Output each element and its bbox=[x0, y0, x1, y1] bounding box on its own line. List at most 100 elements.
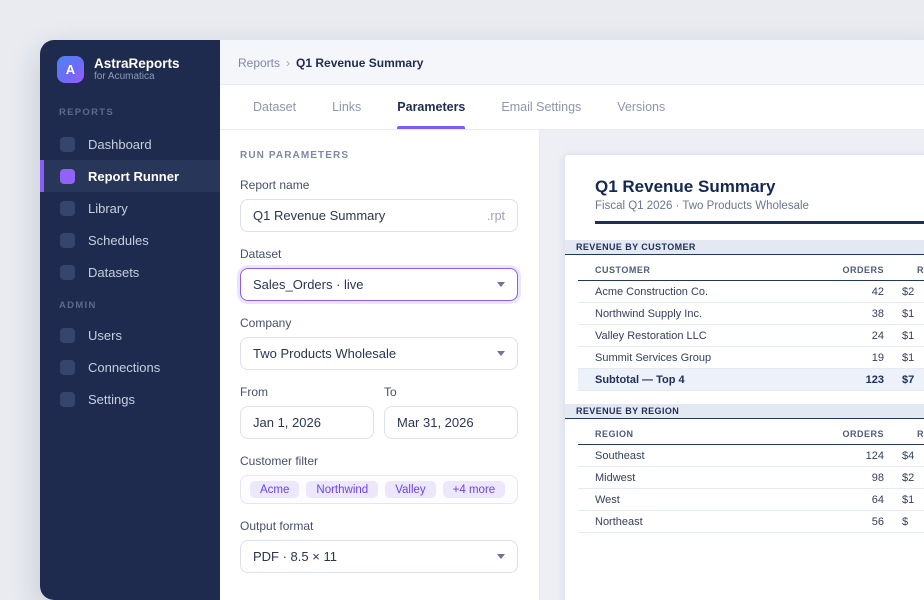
table-row: Acme Construction Co. 42 $2 bbox=[578, 281, 924, 303]
filter-chip-northwind[interactable]: Northwind bbox=[306, 481, 379, 498]
table-row: Valley Restoration LLC 24 $1 bbox=[578, 325, 924, 347]
table-header-row: REGION ORDERS REVENUE bbox=[578, 419, 924, 445]
output-format-value: PDF · 8.5 × 11 bbox=[253, 549, 337, 564]
tab-parameters[interactable]: Parameters bbox=[397, 85, 466, 129]
cell-orders: 24 bbox=[871, 329, 884, 342]
cell-revenue: $1 bbox=[902, 351, 915, 364]
tab-versions[interactable]: Versions bbox=[617, 100, 666, 114]
cell-name: Subtotal — Top 4 bbox=[595, 373, 685, 386]
breadcrumb-parent[interactable]: Reports bbox=[238, 55, 281, 70]
connections-icon bbox=[60, 359, 75, 375]
output-format-select[interactable]: PDF · 8.5 × 11 bbox=[240, 540, 518, 573]
chevron-down-icon bbox=[497, 554, 505, 559]
column-header: ORDERS bbox=[842, 265, 884, 275]
sidebar-item-users[interactable]: Users bbox=[40, 319, 220, 351]
brand-name: AstraReports bbox=[94, 56, 180, 71]
customer-filter-label: Customer filter bbox=[240, 454, 319, 468]
schedules-icon bbox=[60, 232, 75, 248]
cell-revenue: $7 bbox=[902, 373, 915, 386]
breadcrumb-separator: › bbox=[286, 55, 291, 70]
sidebar-item-dashboard[interactable]: Dashboard bbox=[40, 128, 220, 160]
cell-orders: 42 bbox=[871, 285, 884, 298]
from-label: From bbox=[240, 385, 268, 399]
sidebar-item-label: Users bbox=[88, 327, 122, 343]
sidebar-item-settings[interactable]: Settings bbox=[40, 383, 220, 415]
report-name-input[interactable]: Q1 Revenue Summary .rpt bbox=[240, 199, 518, 232]
report-subtitle: Fiscal Q1 2026 · Two Products Wholesale bbox=[595, 200, 809, 212]
datasets-icon bbox=[60, 264, 75, 280]
sidebar-item-label: Dashboard bbox=[88, 136, 152, 152]
report-preview-paper: Q1 Revenue Summary Fiscal Q1 2026 · Two … bbox=[564, 154, 924, 600]
revenue-by-customer-table: CUSTOMER ORDERS REVENUE Acme Construction C… bbox=[578, 255, 924, 391]
filter-chip-more[interactable]: +4 more bbox=[442, 481, 506, 498]
report-name-suffix: .rpt bbox=[486, 208, 505, 223]
report-runner-icon bbox=[60, 168, 75, 184]
sidebar-item-schedules[interactable]: Schedules bbox=[40, 224, 220, 256]
table-row: Southeast 124 $4 bbox=[578, 445, 924, 467]
to-date-value: Mar 31, 2026 bbox=[397, 415, 474, 430]
section-heading-revenue-by-region: REVENUE BY REGION bbox=[565, 404, 924, 419]
cell-name: Northwind Supply Inc. bbox=[595, 307, 702, 320]
app-window: A AstraReports for Acumatica REPORTS Das… bbox=[40, 40, 924, 600]
sidebar-item-label: Report Runner bbox=[88, 168, 179, 184]
table-row: Northwind Supply Inc. 38 $1 bbox=[578, 303, 924, 325]
cell-orders: 124 bbox=[865, 449, 884, 462]
cell-orders: 56 bbox=[871, 515, 884, 528]
breadcrumb: Reports › Q1 Revenue Summary bbox=[238, 40, 423, 85]
run-parameters-panel: RUN PARAMETERS Report name Q1 Revenue Su… bbox=[220, 130, 540, 600]
dashboard-icon bbox=[60, 136, 75, 152]
table-row: Summit Services Group 19 $1 bbox=[578, 347, 924, 369]
sidebar-item-connections[interactable]: Connections bbox=[40, 351, 220, 383]
panel-title: RUN PARAMETERS bbox=[240, 150, 350, 161]
header-bar: Reports › Q1 Revenue Summary Save as bbox=[220, 40, 924, 85]
sidebar-item-library[interactable]: Library bbox=[40, 192, 220, 224]
revenue-by-region-table: REGION ORDERS REVENUE Southeast 124 $4 Midwest… bbox=[578, 419, 924, 533]
sidebar-item-label: Datasets bbox=[88, 264, 140, 280]
column-header: ORDERS bbox=[842, 429, 884, 439]
tab-bar: Dataset Links Parameters Email Settings … bbox=[220, 85, 924, 130]
cell-name: Midwest bbox=[595, 471, 636, 484]
to-date-input[interactable]: Mar 31, 2026 bbox=[384, 406, 518, 439]
column-header: REVENUE bbox=[917, 265, 924, 275]
cell-orders: 123 bbox=[865, 373, 884, 386]
cell-revenue: $1 bbox=[902, 493, 915, 506]
cell-revenue: $ bbox=[902, 515, 909, 528]
section-heading-revenue-by-customer: REVENUE BY CUSTOMER bbox=[565, 240, 924, 255]
customer-filter-box[interactable]: Acme Northwind Valley +4 more bbox=[240, 475, 518, 504]
dataset-label: Dataset bbox=[240, 247, 282, 261]
from-date-value: Jan 1, 2026 bbox=[253, 415, 321, 430]
table-row: Midwest 98 $2 bbox=[578, 467, 924, 489]
filter-chip-acme[interactable]: Acme bbox=[250, 481, 300, 498]
cell-revenue: $2 bbox=[902, 285, 915, 298]
company-select[interactable]: Two Products Wholesale bbox=[240, 337, 518, 370]
dataset-select[interactable]: Sales_Orders · live bbox=[240, 268, 518, 301]
tab-dataset[interactable]: Dataset bbox=[253, 100, 297, 114]
filter-chip-valley[interactable]: Valley bbox=[385, 481, 436, 498]
company-label: Company bbox=[240, 316, 292, 330]
column-header: REVENUE bbox=[917, 429, 924, 439]
report-name-value: Q1 Revenue Summary bbox=[253, 208, 386, 223]
sidebar-section-reports: REPORTS bbox=[59, 107, 115, 118]
sidebar-item-label: Settings bbox=[88, 391, 135, 407]
cell-revenue: $4 bbox=[902, 449, 915, 462]
sidebar-item-label: Library bbox=[88, 200, 128, 216]
report-title: Q1 Revenue Summary bbox=[595, 177, 776, 196]
sidebar-item-datasets[interactable]: Datasets bbox=[40, 256, 220, 288]
to-label: To bbox=[384, 385, 397, 399]
tab-email-settings[interactable]: Email Settings bbox=[501, 100, 582, 114]
from-date-input[interactable]: Jan 1, 2026 bbox=[240, 406, 374, 439]
tab-links[interactable]: Links bbox=[332, 100, 362, 114]
chevron-down-icon bbox=[497, 351, 505, 356]
date-range-row: From Jan 1, 2026 To Mar 31, 2026 bbox=[240, 385, 518, 454]
table-row: West 64 $1 bbox=[578, 489, 924, 511]
sidebar-item-label: Schedules bbox=[88, 232, 149, 248]
brand: A AstraReports for Acumatica bbox=[57, 56, 220, 83]
settings-icon bbox=[60, 391, 75, 407]
sidebar-item-label: Connections bbox=[88, 359, 161, 375]
cell-revenue: $1 bbox=[902, 329, 915, 342]
sidebar-section-admin: ADMIN bbox=[59, 300, 97, 311]
dataset-value: Sales_Orders · live bbox=[253, 277, 364, 292]
cell-orders: 38 bbox=[871, 307, 884, 320]
cell-orders: 98 bbox=[871, 471, 884, 484]
sidebar-item-report-runner[interactable]: Report Runner bbox=[40, 160, 220, 192]
